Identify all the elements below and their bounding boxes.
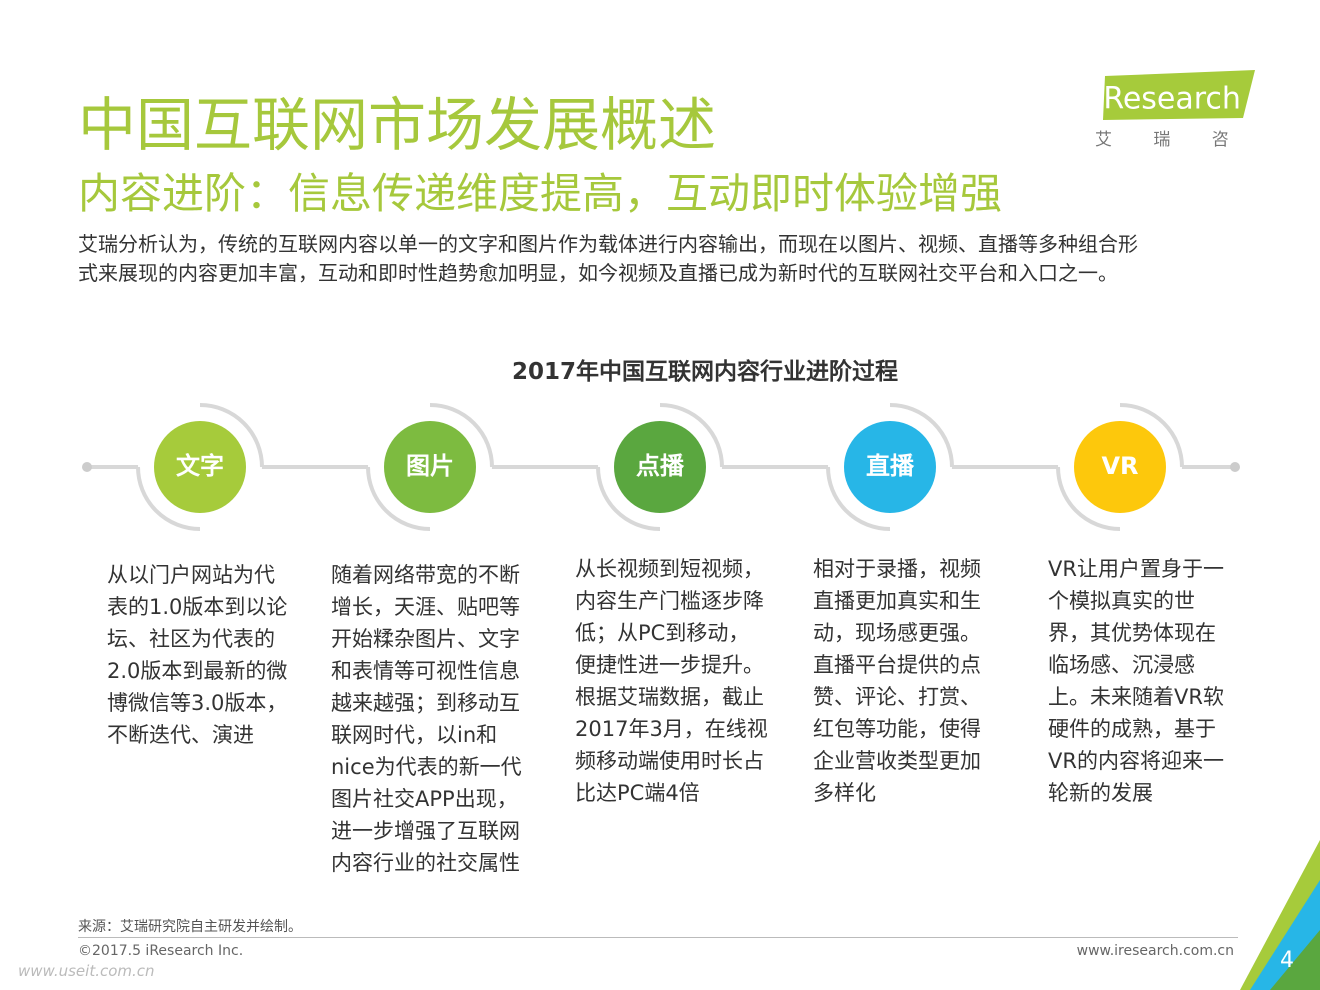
- stage-text: 红包等功能，使得: [813, 717, 981, 741]
- logo-cn: 艾 瑞 咨 询: [1095, 130, 1265, 150]
- stage-text: 硬件的成熟，基于: [1048, 717, 1216, 741]
- stage-text: VR让用户置身于一: [1048, 557, 1224, 581]
- ring-arc: [1056, 466, 1121, 531]
- website: www.iresearch.com.cn: [1076, 943, 1234, 959]
- stage-text: 进一步增强了互联网: [331, 819, 520, 843]
- stage-text: nice为代表的新一代: [331, 755, 522, 779]
- ring-arc: [659, 403, 724, 468]
- stage-text: 坛、社区为代表的: [107, 627, 275, 651]
- stage-circle: [384, 421, 476, 513]
- stage-circle: [1074, 421, 1166, 513]
- logo-shape: [1103, 70, 1255, 120]
- stage-label: VR: [1101, 452, 1138, 480]
- stage-text: 内容行业的社交属性: [331, 851, 520, 875]
- stage-text: 增长，天涯、贴吧等: [331, 595, 520, 619]
- diagram-title: 2017年中国互联网内容行业进阶过程: [511, 359, 898, 385]
- source: 来源：艾瑞研究院自主研发并绘制。: [78, 919, 302, 935]
- stage-text: 博微信等3.0版本，: [107, 691, 287, 715]
- stage-text: 临场感、沉浸感: [1048, 653, 1195, 677]
- stage-circle: [614, 421, 706, 513]
- logo-text: iResearch: [1095, 82, 1241, 117]
- stage-text: 低；从PC到移动，: [575, 621, 749, 645]
- stage-text: 越来越强；到移动互: [331, 691, 520, 715]
- ring-arc: [136, 466, 201, 531]
- title: 中国互联网市场发展概述: [78, 91, 717, 159]
- stage-text: 个模拟真实的世: [1048, 589, 1195, 613]
- stage-text: 2017年3月，在线视: [575, 717, 768, 741]
- intro-line: 艾瑞分析认为，传统的互联网内容以单一的文字和图片作为载体进行内容输出，而现在以图…: [78, 232, 1138, 256]
- stage-text: 内容生产门槛逐步降: [575, 589, 764, 613]
- stage-text: 2.0版本到最新的微: [107, 659, 287, 683]
- stage-text: 企业营收类型更加: [813, 749, 981, 773]
- stage-text: 直播更加真实和生: [813, 589, 981, 613]
- logo: iResearch 艾 瑞 咨 询: [1095, 70, 1265, 150]
- stage-text: 赞、评论、打赏、: [813, 685, 981, 709]
- stage-text: 便捷性进一步提升。: [575, 653, 764, 677]
- intro-line: 式来展现的内容更加丰富，互动和即时性趋势愈加明显，如今视频及直播已成为新时代的互…: [78, 261, 1118, 285]
- stage-text: 动，现场感更强。: [813, 621, 981, 645]
- ring-arc: [199, 403, 264, 468]
- copyright: ©2017.5 iResearch Inc.: [78, 943, 244, 959]
- stage-label: 文字: [176, 452, 224, 480]
- stage-text: 联网时代，以in和: [331, 723, 497, 747]
- stage-label: 点播: [636, 452, 685, 480]
- stage-text: 直播平台提供的点: [813, 653, 981, 677]
- stage-text: 多样化: [813, 781, 876, 805]
- stage-circle: [154, 421, 246, 513]
- stage-text: 从长视频到短视频，: [575, 557, 764, 581]
- stage-text: 随着网络带宽的不断: [331, 563, 520, 587]
- stage-text: 相对于录播，视频: [813, 557, 981, 581]
- end-dot: [1230, 462, 1240, 472]
- stage-text: 根据艾瑞数据，截止: [575, 685, 764, 709]
- ring-arc: [1119, 403, 1184, 468]
- stage-text: 界，其优势体现在: [1048, 621, 1216, 645]
- ring-arc: [889, 403, 954, 468]
- stage-label: 直播: [866, 452, 915, 480]
- divider: [78, 937, 1238, 938]
- stage-text: 上。未来随着VR软: [1048, 685, 1224, 709]
- intro: 艾瑞分析认为，传统的互联网内容以单一的文字和图片作为载体进行内容输出，而现在以图…: [78, 230, 1138, 288]
- stage-text: 轮新的发展: [1048, 781, 1153, 805]
- subtitle: 内容进阶：信息传递维度提高，互动即时体验增强: [78, 169, 1003, 218]
- stage-text: VR的内容将迎来一: [1048, 749, 1224, 773]
- stage-text: 不断迭代、演进: [107, 723, 254, 747]
- ring-arc: [366, 466, 431, 531]
- ring-arc: [596, 466, 661, 531]
- end-dot: [82, 462, 92, 472]
- stage-text: 和表情等可视性信息: [331, 659, 520, 683]
- corner-decoration: [1240, 840, 1320, 990]
- page-number: 4: [1280, 948, 1294, 973]
- stage-circle: [844, 421, 936, 513]
- stage-text: 比达PC端4倍: [575, 781, 700, 805]
- stage-label: 图片: [406, 452, 454, 480]
- ring-arc: [429, 403, 494, 468]
- stage-text: 从以门户网站为代: [107, 563, 275, 587]
- ring-arc: [826, 466, 891, 531]
- stage-text: 表的1.0版本到以论: [107, 595, 287, 619]
- stage-text: 开始糅杂图片、文字: [331, 627, 520, 651]
- stage-text: 频移动端使用时长占: [575, 749, 764, 773]
- stage-text: 图片社交APP出现，: [331, 787, 518, 811]
- watermark: www.useit.com.cn: [18, 962, 155, 980]
